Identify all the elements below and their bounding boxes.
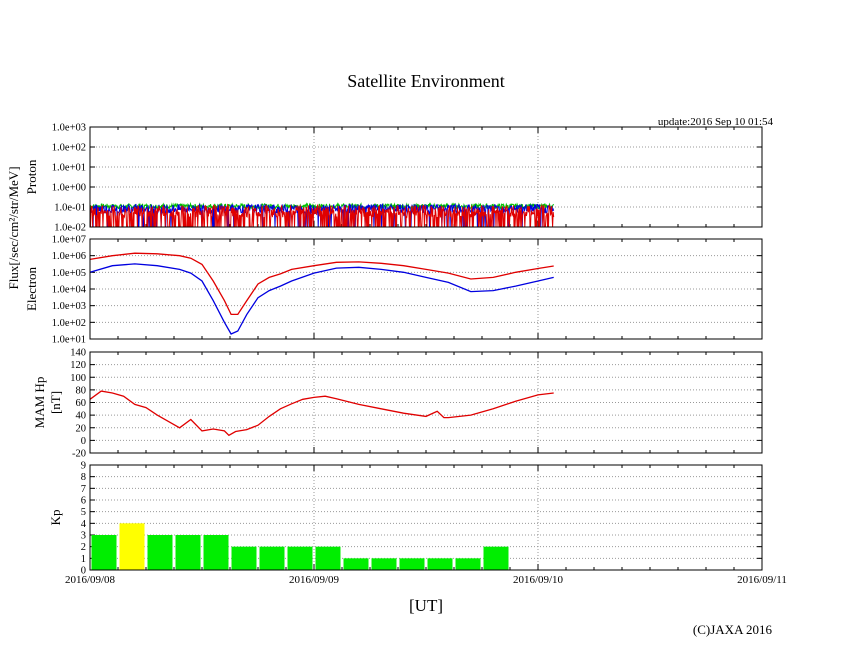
y-tick-label: 60 <box>76 398 87 409</box>
panels: 1.0e-021.0e-011.0e+001.0e+011.0e+021.0e+… <box>24 123 763 577</box>
series-line-red <box>89 252 554 316</box>
y-axis-label: MAM Hp <box>32 377 47 429</box>
y-tick-label: 1.0e+01 <box>52 335 86 346</box>
y-tick-label: 140 <box>70 348 86 359</box>
y-tick-label: 6 <box>81 496 86 507</box>
panel-frame <box>89 238 763 340</box>
y-tick-label: 80 <box>76 385 87 396</box>
panel-proton: 1.0e-02 1.0e-01 1.0e+00 1.0e+01 1.0e+02 1.0e+… <box>24 123 763 234</box>
x-tick-label: 2016/09/10 <box>513 574 564 586</box>
x-axis-label: [UT] <box>409 596 443 615</box>
flux-axis-label: Flux[/sec/cm²/str/MeV] <box>6 166 21 289</box>
y-tick-label: 1.0e+06 <box>52 251 86 262</box>
kp-bar <box>287 546 313 570</box>
y-tick-label: 8 <box>81 472 86 483</box>
panel-frame <box>89 126 763 228</box>
series-line-red <box>89 390 554 437</box>
y-tick-label: 9 <box>81 461 86 472</box>
kp-bar <box>343 558 369 570</box>
kp-bar <box>119 523 145 570</box>
y-axis-label: Electron <box>24 266 39 311</box>
x-tick-label: 2016/09/08 <box>65 574 116 586</box>
y-axis-label: Kp <box>48 510 63 526</box>
kp-bar <box>175 535 201 570</box>
kp-bar <box>427 558 453 570</box>
y-tick-label: 1.0e+02 <box>52 318 86 329</box>
y-tick-label: 1 <box>81 554 86 565</box>
kp-bar <box>91 535 117 570</box>
y-tick-label: 1.0e+02 <box>52 143 86 154</box>
y-tick-label: 1.0e+05 <box>52 268 86 279</box>
kp-bar <box>455 558 481 570</box>
x-tick-label: 2016/09/09 <box>289 574 340 586</box>
y-tick-label: -20 <box>72 449 86 460</box>
y-tick-label: 100 <box>70 373 86 384</box>
kp-bar <box>259 546 285 570</box>
kp-bar <box>147 535 173 570</box>
y-tick-label: 40 <box>76 411 87 422</box>
y-tick-label: 0 <box>81 436 86 447</box>
x-axis-ticks: 2016/09/08 2016/09/09 2016/09/10 2016/09/11 <box>65 574 787 586</box>
y-tick-label: 5 <box>81 507 86 518</box>
y-tick-label: 20 <box>76 423 87 434</box>
y-tick-label: 1.0e+03 <box>52 123 86 134</box>
y-tick-label: 120 <box>70 360 86 371</box>
y-tick-label: 1.0e+07 <box>52 235 86 246</box>
copyright: (C)JAXA 2016 <box>693 622 773 637</box>
y-tick-label: 7 <box>81 484 86 495</box>
y-tick-label: 1.0e-01 <box>54 203 86 214</box>
series-line-blue <box>89 202 555 228</box>
y-tick-label: 1.0e+03 <box>52 301 86 312</box>
y-axis-unit: [nT] <box>48 391 63 414</box>
kp-bar <box>371 558 397 570</box>
y-tick-label: 4 <box>81 519 87 530</box>
panel-frame <box>89 464 763 571</box>
chart-title: Satellite Environment <box>347 71 504 91</box>
y-tick-label: 1.0e-02 <box>54 223 86 234</box>
y-tick-label: 0 <box>81 566 86 577</box>
y-tick-label: 1.0e+01 <box>52 163 86 174</box>
panel-electron: 1.0e+01 1.0e+02 1.0e+03 1.0e+04 1.0e+05 1.0e+… <box>24 235 763 346</box>
kp-bar <box>399 558 425 570</box>
x-tick-label: 2016/09/11 <box>737 574 787 586</box>
panel-frame <box>89 351 763 454</box>
update-timestamp: update:2016 Sep 10 01:54 <box>658 116 774 128</box>
series-line-blue <box>89 263 554 335</box>
kp-bar <box>483 546 509 570</box>
kp-bar <box>231 546 257 570</box>
y-tick-label: 1.0e+00 <box>52 183 86 194</box>
y-tick-label: 3 <box>81 531 86 542</box>
y-tick-label: 2 <box>81 542 86 553</box>
kp-bar <box>315 546 341 570</box>
y-axis-label: Proton <box>24 159 39 194</box>
y-tick-label: 1.0e+04 <box>52 285 87 296</box>
series-line-red <box>89 203 555 228</box>
kp-bar <box>203 535 229 570</box>
